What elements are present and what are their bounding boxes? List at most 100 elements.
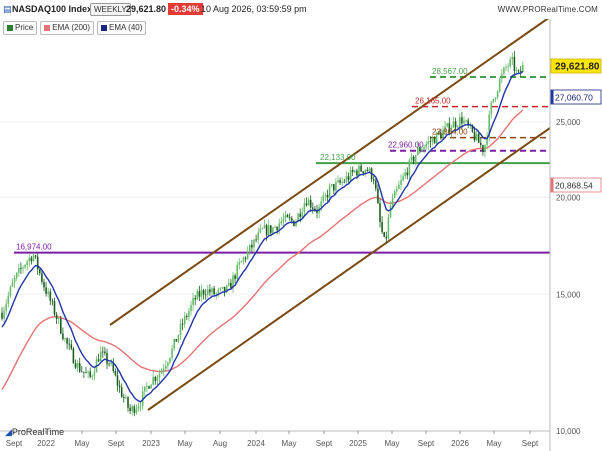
symbol-menu-icon[interactable]: ▤ [3,4,12,14]
candle-body [211,288,213,293]
candle-body [249,244,251,252]
channel-lower [147,127,551,411]
change-badge: -0.34% [168,3,203,15]
candle-body [414,155,417,162]
candle-body [448,123,451,133]
candle-body [303,203,306,213]
candle-body [223,286,226,293]
candle-body [89,371,91,377]
candle-body [41,273,43,282]
candle-body [322,195,325,202]
ema200-swatch-icon [44,25,51,31]
y-tick-label: 25,000 [556,118,581,127]
candle-body [160,370,163,374]
candle-body [108,363,110,365]
candle-body [99,351,102,362]
ema200-path [1,109,524,390]
candle-body [429,141,432,143]
price-candles [1,51,524,417]
candle-body [91,375,94,377]
x-tick-label: Sept [316,439,333,448]
candle-body [438,132,440,134]
candle-body [141,391,144,406]
candle-body [398,184,400,189]
candle-body [490,102,493,115]
candle-body [265,225,268,236]
candle-body [431,137,434,142]
legend-ema200[interactable]: EMA (200) [40,21,95,35]
candle-body [175,338,178,342]
candle-body [123,397,125,399]
candle-body [32,255,35,262]
candle-body [402,176,404,181]
ema-40-line [1,71,524,403]
candle-body [1,312,3,319]
candle-body [433,137,436,144]
candle-body [440,133,442,138]
candle-body [335,182,337,191]
candle-body [410,156,413,161]
bar-datetime: 10 Aug 2026, 03:59:59 pm [201,4,307,14]
x-tick-label: Aug [213,439,227,448]
chart-grid [0,121,550,432]
candle-body [131,406,133,411]
candle-body [83,371,85,373]
level-labels: 16,974.00 22,133.00 22,960.00 23,864.00 26,1… [16,67,468,252]
candle-body [391,197,394,206]
candle-body [417,147,419,156]
candle-body [125,397,127,399]
candle-body [330,184,333,186]
candle-body [47,291,49,294]
x-tick-label: May [486,439,501,448]
candle-body [81,371,83,373]
candle-body [26,261,28,265]
price-label-box [550,58,602,74]
candle-body [412,156,415,162]
x-tick-label: May [177,439,192,448]
candle-body [97,359,100,362]
candle-body [188,311,190,318]
level-label: 22,133.00 [320,153,356,162]
candle-body [30,257,33,262]
candle-body [362,171,364,174]
candle-body [503,67,505,74]
price-label-marker [551,178,554,192]
candle-body [496,91,499,98]
candle-body [207,289,209,295]
candle-body [345,176,348,182]
symbol-name[interactable]: NASDAQ100 Index [12,4,93,14]
period-selector[interactable]: WEEKLY [90,3,131,16]
candle-body [246,251,249,259]
candle-body [477,133,480,143]
candle-body [515,70,518,72]
brand-url[interactable]: WWW.PRORealTime.COM [497,5,598,14]
candle-body [70,344,73,349]
candle-body [152,376,154,385]
candle-body [221,286,224,289]
x-tick-label: Sept [522,439,539,448]
candle-body [480,142,482,146]
candle-body [165,365,167,369]
candle-body [341,181,343,183]
candle-body [408,160,411,176]
candle-body [255,239,257,241]
candle-body [400,180,402,185]
candle-body [253,239,255,248]
price-label-marker [551,90,554,104]
candle-body [93,372,96,376]
candle-body [39,269,41,274]
candle-body [202,290,205,295]
candle-body [406,172,409,176]
candle-body [272,227,274,233]
legend-price[interactable]: Price [3,21,38,35]
candle-body [183,315,186,325]
candle-body [72,348,75,364]
candle-body [314,208,316,211]
ema40-path [1,71,524,403]
candle-body [53,301,56,315]
legend-ema40[interactable]: EMA (40) [97,21,147,35]
candle-body [232,275,234,289]
candle-body [257,232,259,240]
candle-body [435,132,438,144]
